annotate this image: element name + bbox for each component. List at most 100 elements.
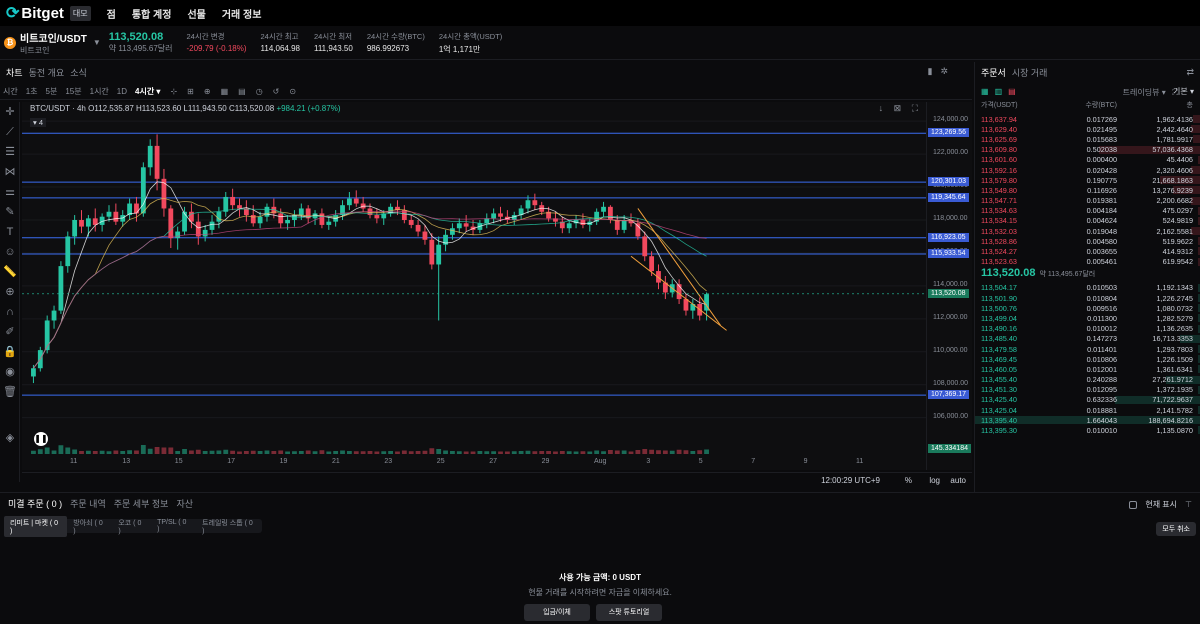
chevron-down-icon[interactable]: ▼ (92, 38, 101, 47)
subtab-trigger[interactable]: 방아쇠 ( 0 ) (73, 519, 103, 535)
auto-toggle[interactable]: auto (950, 476, 966, 485)
level-price-label[interactable]: 119,345.64 (928, 192, 969, 202)
tf-4h[interactable]: 4시간 ▾ (135, 87, 161, 96)
bid-row[interactable]: 113,479.58 0.011401 1,293.7803 (975, 344, 1200, 354)
level-price-label[interactable]: 107,369.17 (928, 390, 970, 400)
price-axis[interactable]: 124,000.00122,000.00120,000.00118,000.00… (926, 102, 972, 470)
bid-row[interactable]: 113,490.16 0.010012 1,136.2635 (975, 324, 1200, 334)
bid-row[interactable]: 113,425.40 0.632336 71,722.9637 (975, 395, 1200, 405)
pause-icon[interactable]: ❚❚ (34, 432, 48, 446)
bid-row[interactable]: 113,395.40 1.664043 188,694.8216 (975, 415, 1200, 425)
snapshot-icon[interactable]: ⊙ (289, 87, 297, 96)
bookmark-icon[interactable]: ▮ (927, 66, 933, 76)
tab-news[interactable]: 소식 (70, 67, 87, 78)
chart-view-selector[interactable]: 트레이딩뷰 ▾ ⛶ (1122, 88, 1178, 97)
time-axis[interactable]: 11 13 15 17 19 21 23 25 27 29 Aug 3 5 7 9 11 (22, 456, 926, 470)
percent-toggle[interactable]: % (904, 476, 912, 485)
ask-row[interactable]: 113,528.86 0.004580 519.9622 (975, 236, 1200, 246)
tab-order-history[interactable]: 주문 내역 (70, 498, 106, 509)
bid-row[interactable]: 113,504.17 0.010503 1,192.1343 (975, 283, 1200, 293)
bid-row[interactable]: 113,499.04 0.011300 1,282.5279 (975, 313, 1200, 323)
ask-row[interactable]: 113,592.16 0.020428 2,320.4606 (975, 165, 1200, 175)
level-price-label[interactable]: 120,301.03 (928, 177, 970, 187)
trendline-icon[interactable]: ⟋ (6, 126, 14, 138)
nav-item-unified-account[interactable]: 통합 계정 (131, 9, 172, 21)
filter-icon[interactable]: ⊤ (1185, 500, 1192, 509)
text-icon[interactable]: T (6, 226, 14, 238)
zoom-in-icon[interactable]: ⊕ (5, 286, 15, 298)
indicator-icon[interactable]: ⊹ (170, 87, 178, 96)
ask-row[interactable]: 113,549.80 0.116926 13,276.9239 (975, 185, 1200, 195)
tab-chart[interactable]: 차트 (6, 67, 23, 78)
ask-row[interactable]: 113,609.80 0.502038 57,036.4368 (975, 145, 1200, 155)
tab-order-details[interactable]: 주문 세부 정보 (113, 498, 169, 509)
subtab-trailing-stop[interactable]: 트레일링 스톱 ( 0 ) (202, 519, 253, 535)
ask-row[interactable]: 113,523.63 0.005461 619.9542 (975, 257, 1200, 267)
nav-item-trading-info[interactable]: 거래 정보 (221, 9, 262, 21)
bid-row[interactable]: 113,485.40 0.147273 16,713.3353 (975, 334, 1200, 344)
fibonacci-icon[interactable]: ⚌ (5, 186, 15, 198)
tf-time[interactable]: 시간 (3, 87, 18, 96)
level-price-label[interactable]: 115,933.54 (928, 249, 969, 259)
chart-window-controls[interactable]: ↓ ⊠ ⛶ (878, 103, 922, 113)
show-current-toggle[interactable]: 현재 표시 ⊤ (1129, 499, 1192, 510)
bid-row[interactable]: 113,425.04 0.018881 2,141.5782 (975, 405, 1200, 415)
visibility-icon[interactable]: ◉ (5, 366, 15, 378)
ask-row[interactable]: 113,601.60 0.000400 45.4406 (975, 155, 1200, 165)
tf-5m[interactable]: 5분 (45, 87, 58, 96)
ask-row[interactable]: 113,637.94 0.017269 1,962.4136 (975, 114, 1200, 124)
pair-selector[interactable]: 비트코인/USDT 비트코인 (20, 30, 87, 56)
subtab-tpsl[interactable]: TP/SL ( 0 ) (157, 519, 187, 533)
lock-icon[interactable]: 🔒 (3, 346, 17, 358)
tab-market-trades[interactable]: 시장 거래 (1011, 67, 1048, 78)
tf-1d[interactable]: 1D (116, 87, 128, 96)
replay-icon[interactable]: ↺ (272, 87, 280, 96)
spot-tutorial-button[interactable]: 스팟 튜토리얼 (596, 604, 662, 621)
ruler-icon[interactable]: 📏 (3, 266, 17, 278)
settings-icon[interactable]: ✲ (940, 66, 948, 76)
bid-row[interactable]: 113,501.90 0.010804 1,226.2745 (975, 293, 1200, 303)
cancel-all-button[interactable]: 모두 취소 (1156, 522, 1196, 536)
ask-row[interactable]: 113,532.03 0.019048 2,162.5581 (975, 226, 1200, 236)
level-price-label[interactable]: 116,923.05 (928, 232, 969, 242)
tf-1h[interactable]: 1시간 (89, 87, 109, 96)
bid-row[interactable]: 113,395.30 0.010010 1,135.0870 (975, 425, 1200, 435)
view-asks-icon[interactable]: ▤ (1008, 86, 1016, 96)
deposit-transfer-button[interactable]: 입금/이체 (524, 604, 590, 621)
alert-icon[interactable]: ◷ (255, 87, 263, 96)
ask-row[interactable]: 113,534.63 0.004184 475.0297 (975, 206, 1200, 216)
view-bids-icon[interactable]: ▥ (994, 86, 1003, 96)
subtab-limit-market[interactable]: 리미트 | 마켓 ( 0 ) (4, 515, 68, 537)
checkbox[interactable] (1129, 500, 1138, 509)
bid-row[interactable]: 113,500.76 0.009516 1,080.0732 (975, 303, 1200, 313)
utc-clock[interactable]: 12:00:29 UTC+9 (821, 476, 880, 485)
indicator-badge[interactable]: ▾ 4 (30, 118, 47, 127)
emoji-icon[interactable]: ☺ (4, 246, 16, 258)
magnet-icon[interactable]: ∩ (6, 306, 14, 318)
bid-row[interactable]: 113,451.30 0.012095 1,372.1935 (975, 385, 1200, 395)
bitget-logo[interactable]: ⟳ Bitget (6, 3, 64, 23)
log-toggle[interactable]: log (929, 476, 940, 485)
compare-icon[interactable]: ⊕ (203, 87, 211, 96)
tab-coin-overview[interactable]: 동전 개요 (28, 67, 65, 78)
ask-row[interactable]: 113,534.15 0.004624 524.9819 (975, 216, 1200, 226)
nav-item-spot[interactable]: 점 (106, 9, 116, 21)
horizontal-lines-icon[interactable]: ☰ (5, 146, 15, 158)
price-chart[interactable]: BTC/USDT · 4h O112,535.87 H113,523.60 L1… (22, 102, 972, 470)
candle-type-icon[interactable]: ⊞ (187, 87, 194, 96)
crosshair-icon[interactable]: ✛ (5, 106, 15, 118)
nav-item-futures[interactable]: 선물 (187, 9, 206, 21)
layout-icon[interactable]: ▦ (220, 87, 229, 96)
view-both-icon[interactable]: ▦ (981, 86, 989, 96)
ask-row[interactable]: 113,524.27 0.003655 414.9312 (975, 246, 1200, 256)
precision-select[interactable]: 기본 ▾ (1173, 86, 1194, 96)
template-icon[interactable]: ▤ (238, 87, 246, 96)
tab-open-orders[interactable]: 미결 주문 ( 0 ) (8, 498, 63, 509)
ask-row[interactable]: 113,579.80 0.190775 21,668.1863 (975, 175, 1200, 185)
layers-icon[interactable]: ◈ (5, 432, 15, 444)
subtab-oco[interactable]: 오코 ( 0 ) (118, 519, 142, 535)
bid-row[interactable]: 113,455.40 0.240288 27,261.9712 (975, 375, 1200, 385)
tf-1s[interactable]: 1초 (25, 87, 38, 96)
pattern-icon[interactable]: ⋈ (4, 166, 16, 178)
level-price-label[interactable]: 123,269.56 (928, 128, 970, 138)
